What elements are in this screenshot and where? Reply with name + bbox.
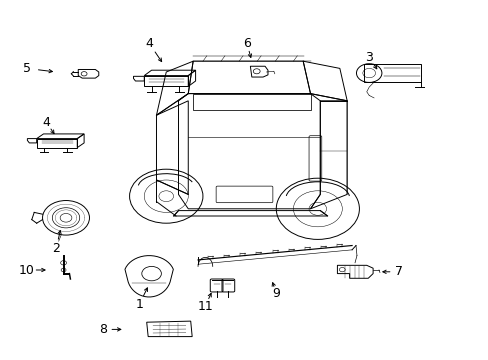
Text: 1: 1 — [135, 298, 143, 311]
Text: 5: 5 — [23, 62, 31, 75]
Text: 3: 3 — [365, 51, 372, 64]
Text: 9: 9 — [272, 287, 280, 300]
Text: 6: 6 — [243, 37, 250, 50]
Text: 11: 11 — [197, 300, 213, 312]
Text: 8: 8 — [99, 323, 106, 336]
Text: 4: 4 — [42, 116, 50, 129]
Text: 2: 2 — [52, 242, 60, 255]
Text: 7: 7 — [394, 265, 402, 278]
Text: 10: 10 — [19, 264, 35, 276]
Text: 4: 4 — [145, 37, 153, 50]
